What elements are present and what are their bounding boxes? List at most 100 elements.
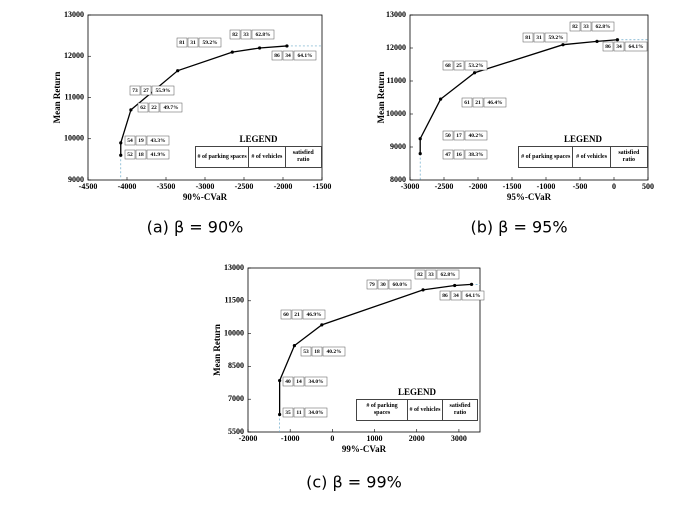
point-label: 68 [445,63,451,69]
point-label: 53.2% [468,63,483,69]
point-label: 60.0% [392,282,407,288]
y-tick-label: 11000 [64,92,84,101]
y-tick-label: 12000 [64,51,84,60]
x-tick-label: 1000 [367,434,383,443]
legend-column: satisfied ratio [609,147,647,167]
x-tick-label: -1500 [503,182,522,191]
point-label: 81 [179,40,185,46]
point-label: 40.2% [326,349,341,355]
point-label-cell [282,50,294,61]
point-label: 64.1% [628,44,643,50]
point-label-cell [533,32,545,43]
point-label-cell [442,60,454,71]
point-label-cell [146,149,170,160]
point-label-cell [124,149,136,160]
x-tick-label: -1500 [313,182,332,191]
point [418,137,422,141]
point-label-cell [613,41,625,52]
point-label-cell [580,21,592,32]
point-label-cell [624,41,648,52]
point-label: 34.0% [308,379,323,385]
point [278,379,282,383]
point-label: 49.7% [163,105,178,111]
legend: LEGEND# of parking spaces# of vehiclessa… [356,386,478,422]
legend-column: # of vehicles [248,147,284,167]
point-label: 64.1% [465,293,480,299]
x-axis-label: 95%-CVaR [507,192,552,202]
legend-column: # of parking spaces [366,403,398,416]
point-label: 35 [285,410,291,416]
point-label: 62 [140,105,146,111]
point [615,38,620,42]
point [473,71,477,75]
point-label: 14 [296,379,302,385]
point-label: 86 [605,44,611,50]
point-label: 54 [127,138,133,144]
point-label: 61 [464,100,470,106]
point-label-cell [229,29,241,40]
point-label: 86 [442,293,448,299]
point-label: 82 [232,32,238,38]
point-label: 18 [314,349,320,355]
point-label-cell [464,149,488,160]
point-label-cell [251,29,275,40]
legend-column: # of parking spaces [197,153,247,160]
point [119,141,123,145]
point-label-cell [151,85,175,96]
point-label-cell [442,130,454,141]
point-label: 86 [274,53,280,59]
point-label-cell [591,21,615,32]
legend-box: LEGEND # of parking spaces # of vehicles sa… [195,133,322,169]
y-tick-label: 10000 [224,328,244,337]
x-axis-label: 99%-CVaR [342,444,387,454]
point-label-cell [304,376,328,387]
x-tick-label: 3000 [451,434,467,443]
y-tick-label: 13000 [224,263,244,272]
legend-box: LEGEND # of parking spaces # of vehicles sa… [356,386,478,422]
point-label-cell [293,376,305,387]
y-tick-label: 10000 [64,134,84,143]
point-label: 38.3% [468,152,483,158]
x-tick-label: -2500 [235,182,254,191]
point-label-cell [302,309,326,320]
point-label: 62.8% [440,272,455,278]
point-label-cell [464,60,488,71]
point-label-cell [159,102,183,113]
x-tick-label: -2000 [239,434,258,443]
y-tick-label: 8000 [390,175,406,184]
point-label-cell [124,135,136,146]
point [439,97,443,101]
point [320,323,324,327]
point [285,44,289,48]
point-label-cell [453,60,465,71]
point-label: 34.0% [308,410,323,416]
point-label-cell [282,407,294,418]
legend-title: LEGEND [397,387,436,397]
point [129,108,133,112]
point-label-cell [602,41,614,52]
point [176,69,180,73]
point-label-cell [135,135,147,146]
legend: LEGEND# of parking spaces# of vehiclessa… [195,133,322,169]
point-label: 64.1% [297,53,312,59]
point-label: 60 [283,312,289,318]
point-label: 34 [453,293,459,299]
point-label-cell [198,37,222,48]
point-label: 33 [243,32,249,38]
x-tick-label: -2000 [469,182,488,191]
point-label: 73 [132,88,138,94]
point-label-cell [187,37,199,48]
point-label: 31 [536,35,542,41]
point-label-cell [436,269,460,280]
legend-column: # of parking spaces [521,153,571,160]
plot-frame [247,267,481,433]
point-label-cell [450,290,462,301]
point-label-cell [311,346,323,357]
y-tick-label: 9000 [68,175,84,184]
point-label: 41.9% [150,152,165,158]
legend-title: LEGEND [563,134,602,144]
x-tick-label: 0 [612,182,616,191]
point-label: 82 [417,272,423,278]
point-label-cell [280,309,292,320]
